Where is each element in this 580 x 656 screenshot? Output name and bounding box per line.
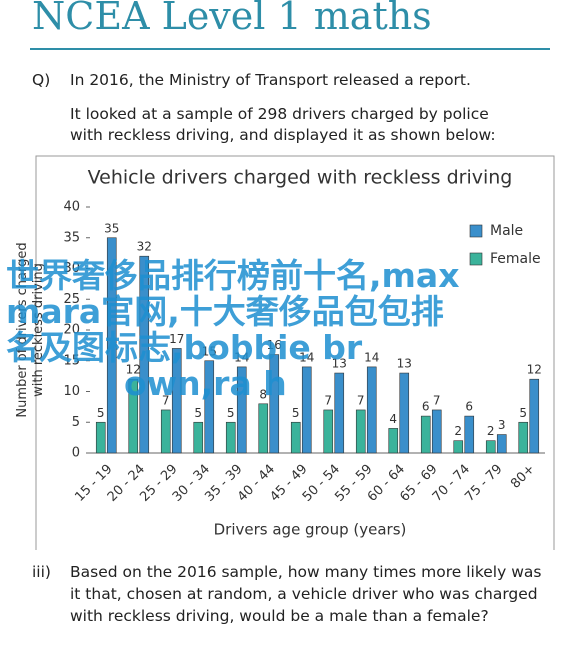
data-label: 14: [299, 350, 314, 364]
legend-label: Male: [490, 223, 523, 239]
bar: [334, 372, 345, 454]
bar: [258, 403, 269, 454]
data-label: 5: [227, 406, 235, 420]
y-tick-label: 5: [72, 415, 80, 430]
y-tick-label: 25: [63, 292, 80, 307]
x-tick-label: 80+: [508, 462, 538, 492]
bar: [323, 409, 334, 454]
y-tick-label: 20: [63, 323, 80, 338]
legend-label: Female: [490, 251, 541, 267]
data-label: 13: [332, 357, 347, 371]
y-tick-label: 40: [63, 200, 80, 215]
data-label: 13: [397, 357, 412, 371]
bar: [290, 421, 301, 454]
question-line: In 2016, the Ministry of Transport relea…: [70, 71, 471, 89]
question-line: Based on the 2016 sample, how many times…: [70, 563, 542, 581]
data-label: 5: [519, 406, 527, 420]
y-tick-label: 30: [63, 261, 80, 276]
bar: [464, 415, 475, 454]
bar: [204, 360, 215, 454]
header-rule: [30, 48, 550, 50]
data-label: 16: [267, 338, 282, 352]
data-label: 7: [357, 393, 365, 407]
bar: [106, 237, 117, 454]
data-label: 17: [169, 332, 184, 346]
y-tick-label: 0: [72, 446, 80, 461]
data-label: 7: [433, 393, 441, 407]
data-label: 6: [465, 400, 473, 414]
legend-swatch: [469, 252, 483, 266]
data-label: 2: [454, 424, 462, 438]
bar: [399, 372, 410, 454]
question-label: iii): [32, 563, 51, 581]
data-label: 32: [137, 240, 152, 254]
data-label: 5: [292, 406, 300, 420]
x-axis-label: Drivers age group (years): [214, 521, 407, 539]
y-axis-label-line: Number of drivers charged: [15, 242, 30, 417]
y-tick-label: 10: [63, 384, 80, 399]
bar: [453, 440, 464, 454]
bar: [366, 366, 377, 454]
bar: [518, 421, 529, 454]
chart-frame: [35, 155, 555, 550]
data-label: 7: [162, 393, 170, 407]
data-label: 3: [498, 418, 506, 432]
watermark: 世界奢侈品排行榜前十名,max mara官网,十大奢侈品包包排 名及图标志,bo…: [6, 258, 459, 402]
data-label: 12: [126, 363, 141, 377]
data-label: 6: [422, 400, 430, 414]
y-axis-label: Number of drivers chargedwith reckless d…: [15, 242, 46, 417]
bar: [355, 409, 366, 454]
watermark-line: own,ra h: [124, 364, 287, 403]
data-label: 14: [364, 350, 379, 364]
bar: [95, 421, 106, 454]
question-line: with reckless driving, would be a male t…: [70, 607, 489, 625]
data-label: 14: [234, 350, 249, 364]
chart-title: Vehicle drivers charged with reckless dr…: [88, 167, 513, 189]
watermark-line: 名及图标志,bobbie br: [6, 328, 363, 367]
legend-swatch: [469, 224, 483, 238]
watermark-line: 世界奢侈品排行榜前十名,max: [6, 256, 460, 295]
question-line: It looked at a sample of 298 drivers cha…: [70, 105, 489, 123]
y-tick-label: 15: [63, 353, 80, 368]
bar: [225, 421, 236, 454]
data-label: 2: [487, 424, 495, 438]
question-label: Q): [32, 71, 51, 89]
data-label: 4: [389, 412, 397, 426]
bar: [529, 378, 540, 454]
bar: [193, 421, 204, 454]
bar: [301, 366, 312, 454]
data-label: 5: [194, 406, 202, 420]
question-line: with reckless driving, and displayed it …: [70, 126, 496, 144]
bar: [388, 428, 399, 454]
data-label: 5: [97, 406, 105, 420]
data-label: 7: [324, 393, 332, 407]
bar: [139, 255, 150, 454]
y-tick-label: 35: [63, 230, 80, 245]
bar: [171, 348, 182, 454]
question-line: it that, chosen at random, a vehicle dri…: [70, 585, 538, 603]
data-label: 12: [527, 363, 542, 377]
bar: [160, 409, 171, 454]
bar: [128, 378, 139, 454]
data-label: 15: [202, 344, 217, 358]
data-label: 8: [259, 387, 267, 401]
header-title: NCEA Level 1 maths: [32, 0, 432, 38]
bar: [431, 409, 442, 454]
y-axis-label-line: with reckless driving: [31, 263, 46, 397]
bar: [269, 354, 280, 454]
data-label: 35: [104, 221, 119, 235]
bar: [420, 415, 431, 454]
chart: Vehicle drivers charged with reckless dr…: [15, 155, 555, 550]
watermark-line: mara官网,十大奢侈品包包排: [6, 292, 444, 331]
bar: [496, 434, 507, 454]
bar: [485, 440, 496, 454]
bar: [236, 366, 247, 454]
